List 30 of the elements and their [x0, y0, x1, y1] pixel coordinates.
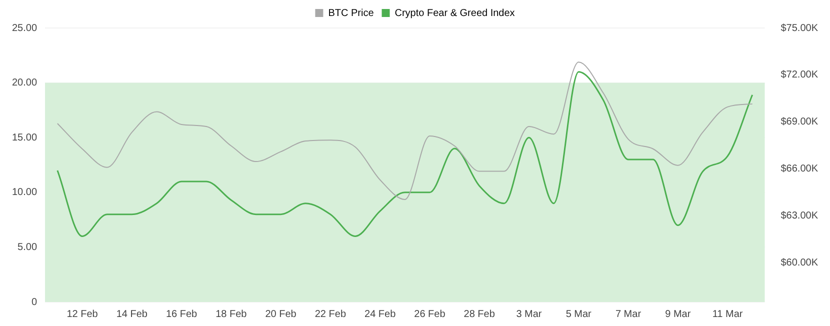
x-tick-label: 11 Mar — [712, 308, 744, 320]
legend-label: BTC Price — [328, 8, 374, 19]
x-tick-label: 24 Feb — [364, 308, 396, 320]
x-tick-label: 12 Feb — [66, 308, 98, 320]
x-tick-label: 28 Feb — [464, 308, 496, 320]
x-tick-label: 26 Feb — [414, 308, 446, 320]
y2-tick-label: $75.00K — [780, 22, 818, 34]
x-tick-label: 9 Mar — [665, 308, 692, 320]
legend-label: Crypto Fear & Greed Index — [394, 8, 515, 19]
x-tick-label: 16 Feb — [166, 308, 198, 320]
y-tick-label: 10.00 — [12, 187, 38, 198]
y2-tick-label: $69.00K — [780, 116, 818, 128]
x-tick-label: 14 Feb — [116, 308, 148, 320]
y2-tick-label: $72.00K — [780, 70, 818, 81]
x-tick-label: 3 Mar — [516, 308, 542, 320]
y-tick-label: 25.00 — [12, 22, 38, 34]
y-tick-label: 0 — [31, 296, 38, 308]
line-series — [56, 62, 753, 200]
x-tick-label: 5 Mar — [566, 308, 592, 320]
line-series — [56, 71, 754, 237]
x-tick-label: 22 Feb — [314, 308, 346, 320]
y2-tick-label: $63.00K — [780, 210, 818, 222]
x-tick-label: 20 Feb — [265, 308, 297, 320]
y2-tick-label: $66.00K — [780, 164, 818, 175]
x-tick-label: 18 Feb — [216, 308, 248, 320]
y-tick-label: 5.00 — [18, 242, 38, 253]
x-tick-label: 7 Mar — [615, 308, 642, 320]
y2-tick-label: $60.00K — [780, 258, 818, 269]
y-tick-label: 20.00 — [12, 78, 38, 89]
y-tick-label: 15.00 — [12, 132, 38, 144]
